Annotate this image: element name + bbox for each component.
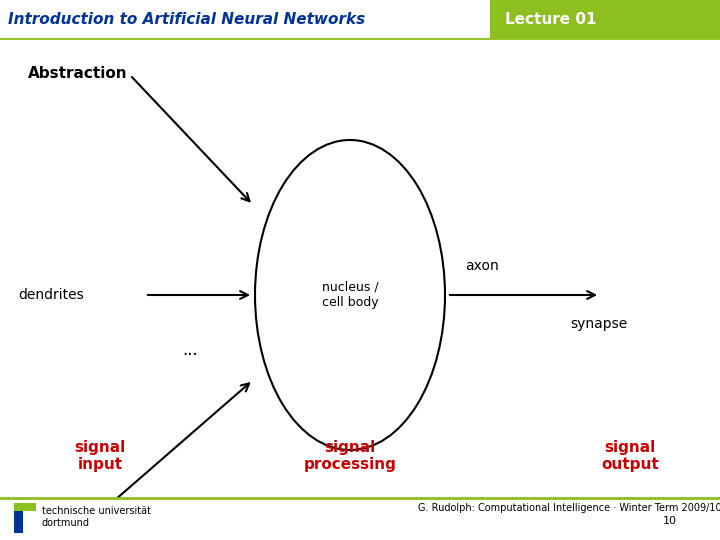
Text: dortmund: dortmund <box>42 518 90 528</box>
Text: signal
processing: signal processing <box>304 440 397 472</box>
Text: technische universität: technische universität <box>42 506 151 516</box>
Text: ...: ... <box>182 341 198 359</box>
Text: Lecture 01: Lecture 01 <box>505 11 596 26</box>
Text: Introduction to Artificial Neural Networks: Introduction to Artificial Neural Networ… <box>8 11 365 26</box>
Bar <box>14 503 36 511</box>
Bar <box>0 0 720 38</box>
Text: 10: 10 <box>662 516 676 526</box>
Text: axon: axon <box>465 259 499 273</box>
Text: signal
input: signal input <box>74 440 125 472</box>
Bar <box>0 0 490 38</box>
Text: dendrites: dendrites <box>18 288 84 302</box>
Text: synapse: synapse <box>570 317 627 331</box>
Bar <box>14 511 23 533</box>
Text: G. Rudolph: Computational Intelligence · Winter Term 2009/10: G. Rudolph: Computational Intelligence ·… <box>418 503 720 513</box>
Text: signal
output: signal output <box>601 440 659 472</box>
Text: Abstraction: Abstraction <box>28 66 127 81</box>
Text: nucleus /
cell body: nucleus / cell body <box>322 281 378 309</box>
